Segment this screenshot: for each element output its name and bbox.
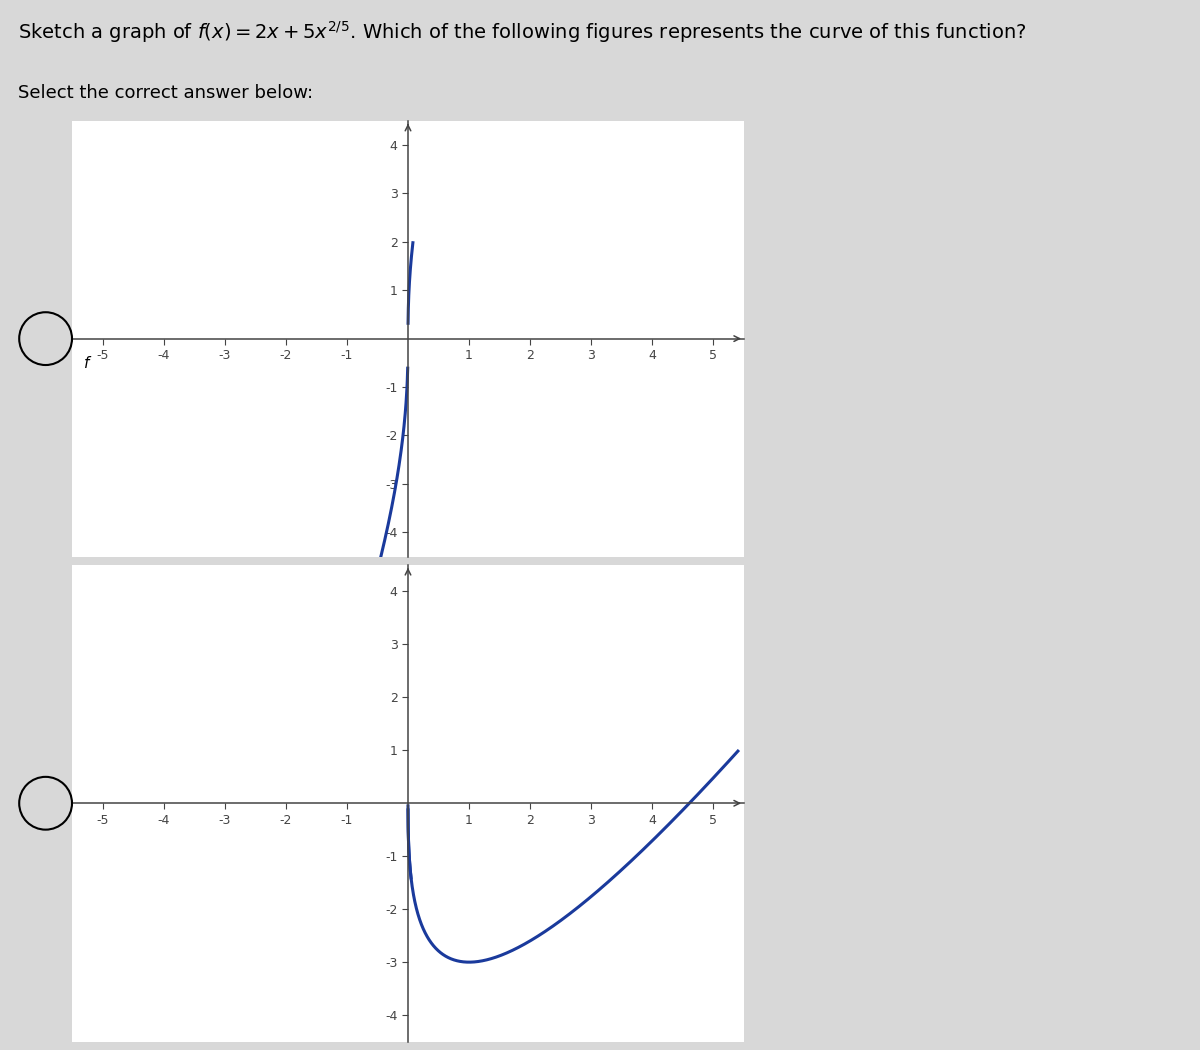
- Text: f: f: [84, 356, 90, 371]
- Text: Sketch a graph of $f(x) = 2x + 5x^{2/5}$. Which of the following figures represe: Sketch a graph of $f(x) = 2x + 5x^{2/5}$…: [18, 20, 1026, 45]
- Text: Select the correct answer below:: Select the correct answer below:: [18, 84, 313, 102]
